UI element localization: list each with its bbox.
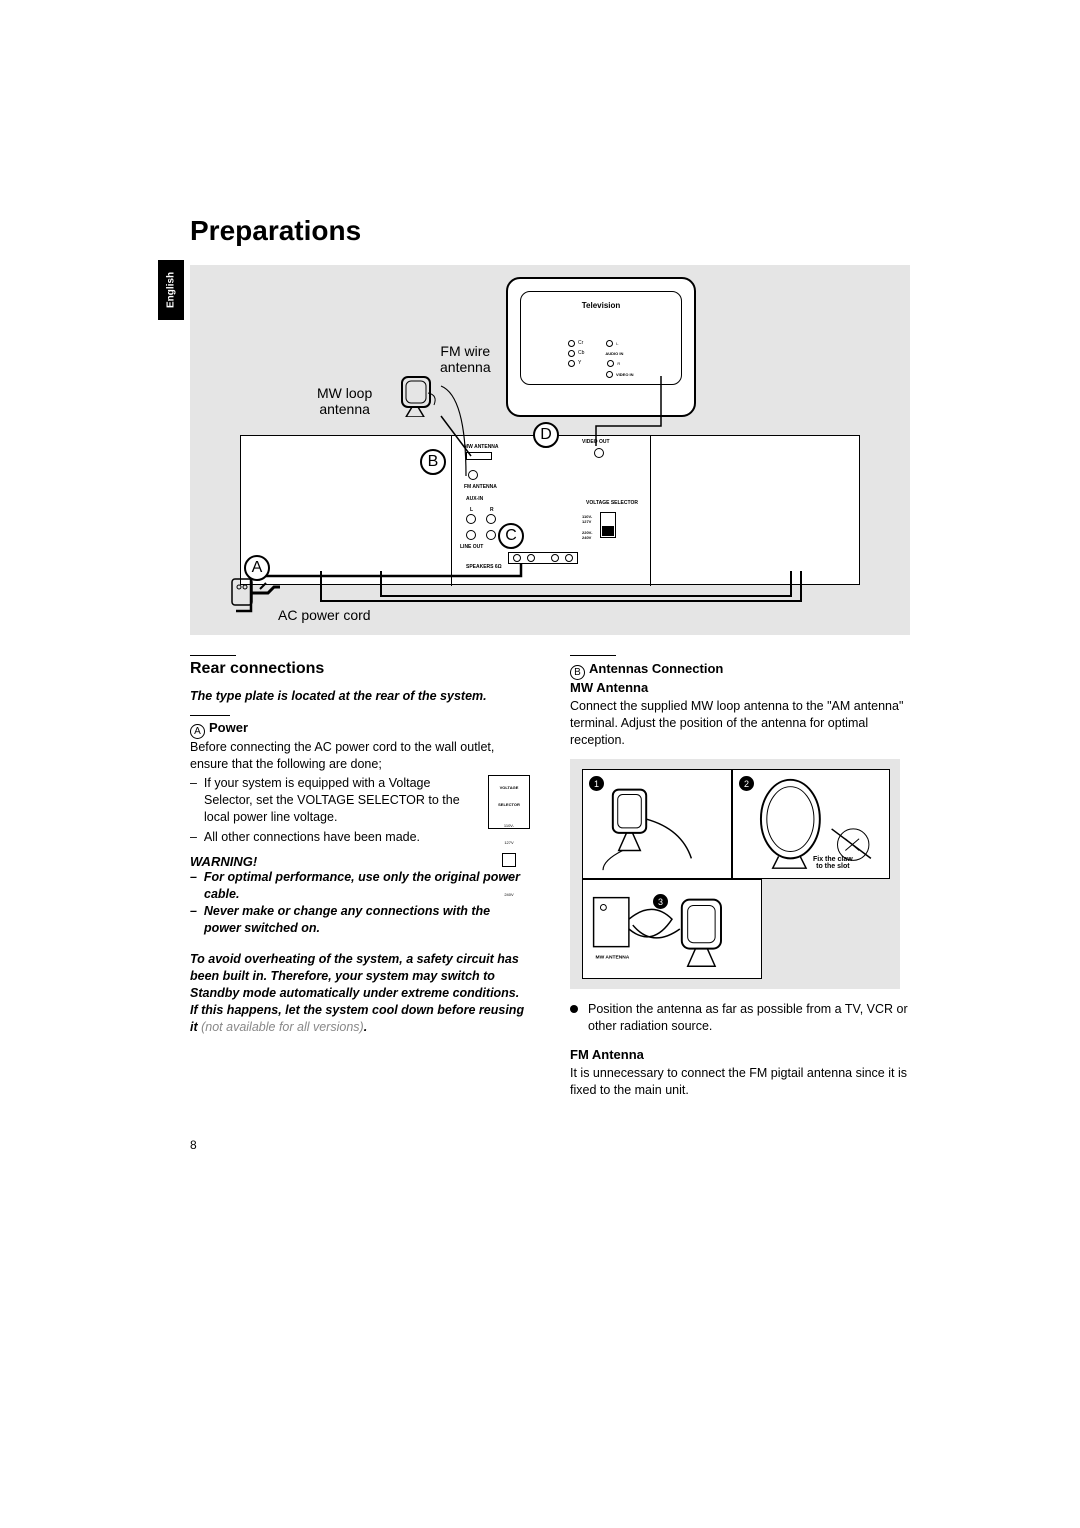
power-bullet-2: – All other connections have been made.	[204, 829, 530, 846]
page-number: 8	[190, 1138, 197, 1152]
television-icon: Television CrL CbAUDIO IN YR VIDEO IN	[506, 277, 696, 417]
mw-antenna-heading: MW Antenna	[570, 680, 910, 695]
left-column: Rear connections The type plate is locat…	[190, 655, 530, 1099]
warning-bullet-1: – For optimal performance, use only the …	[204, 869, 530, 903]
voltage-selector-icon: VOLTAGE SELECTOR 110V- 127V 220V- 240V	[488, 775, 530, 829]
rear-connections-heading: Rear connections	[190, 660, 530, 678]
overheat-note: To avoid overheating of the system, a sa…	[190, 951, 530, 1036]
text-columns: Rear connections The type plate is locat…	[190, 655, 910, 1099]
warning-bullet-2: – Never make or change any connections w…	[204, 903, 530, 937]
page-content: Preparations Television CrL CbAUDIO IN Y…	[190, 215, 910, 1099]
right-column: BAntennas Connection MW Antenna Connect …	[570, 655, 910, 1099]
mw-loop-icon	[398, 373, 438, 417]
mw-loop-label: MW loop antenna	[317, 385, 372, 417]
fm-antenna-heading: FM Antenna	[570, 1047, 910, 1062]
mw-antenna-text: Connect the supplied MW loop antenna to …	[570, 698, 910, 749]
language-tab: English	[158, 260, 184, 320]
type-plate-note: The type plate is located at the rear of…	[190, 688, 530, 705]
page-title: Preparations	[190, 215, 910, 247]
connection-diagram: Television CrL CbAUDIO IN YR VIDEO IN FM…	[190, 265, 910, 635]
system-unit: MW ANTENNA FM ANTENNA VIDEO OUT AUX-IN L…	[240, 435, 860, 585]
antenna-position-note: Position the antenna as far as possible …	[570, 1001, 910, 1035]
plug-icon	[230, 575, 280, 613]
marker-b: B	[420, 449, 446, 475]
antenna-figure: 1 2	[570, 759, 900, 989]
power-bullet-1: – If your system is equipped with a Volt…	[204, 775, 530, 826]
marker-a-inline: A	[190, 724, 205, 739]
marker-c: C	[498, 523, 524, 549]
marker-d: D	[533, 422, 559, 448]
antennas-heading: BAntennas Connection	[570, 660, 910, 680]
warning-heading: WARNING!	[190, 854, 530, 869]
power-intro: Before connecting the AC power cord to t…	[190, 739, 530, 773]
fm-wire-label: FM wire antenna	[440, 343, 491, 375]
svg-text:MW ANTENNA: MW ANTENNA	[596, 954, 630, 960]
cables	[241, 436, 861, 616]
marker-b-inline: B	[570, 665, 585, 680]
power-heading: APower	[190, 719, 530, 739]
tv-label: Television	[508, 301, 694, 310]
fm-antenna-text: It is unnecessary to connect the FM pigt…	[570, 1065, 910, 1099]
bullet-icon	[570, 1005, 578, 1013]
